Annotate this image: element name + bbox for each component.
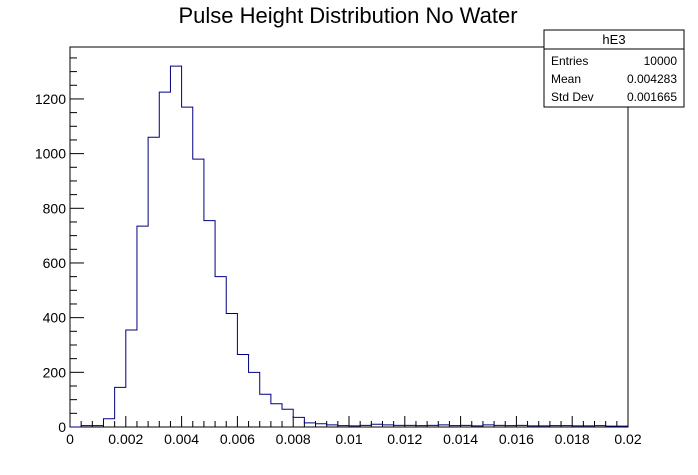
x-tick-label: 0.016 <box>499 431 534 447</box>
x-tick-label: 0.012 <box>387 431 422 447</box>
histogram-bin <box>193 159 204 427</box>
x-tick-label: 0.008 <box>276 431 311 447</box>
y-tick-label: 200 <box>43 364 67 380</box>
stats-box: hE3 Entries 10000 Mean 0.004283 Std Dev … <box>543 29 685 108</box>
axis-tick-labels: 0 0.002 0.004 0.006 0.008 0.01 0.012 0.014 0.016… <box>35 91 642 447</box>
stats-entries-value: 10000 <box>644 54 678 68</box>
histogram-bin <box>249 372 260 427</box>
histogram-bin <box>137 226 148 427</box>
x-tick-label: 0.002 <box>108 431 143 447</box>
x-tick-label: 0.006 <box>220 431 255 447</box>
histogram-bin <box>226 314 237 427</box>
y-tick-label: 1200 <box>35 91 66 107</box>
histogram-bin <box>126 330 137 427</box>
stats-mean-value: 0.004283 <box>627 72 677 86</box>
x-tick-label: 0.014 <box>443 431 478 447</box>
stats-entries-label: Entries <box>551 54 588 68</box>
histogram-bin <box>204 221 215 427</box>
x-tick-label: 0.018 <box>555 431 590 447</box>
stats-stddev-value: 0.001665 <box>627 90 677 104</box>
x-tick-label: 0.01 <box>335 431 362 447</box>
x-tick-label: 0.02 <box>614 431 641 447</box>
histogram-bin <box>271 404 282 427</box>
histogram-bin <box>182 107 193 427</box>
histogram-bin <box>293 417 304 427</box>
chart-title: Pulse Height Distribution No Water <box>178 3 517 28</box>
y-tick-label: 400 <box>43 310 67 326</box>
stats-mean-label: Mean <box>551 72 581 86</box>
stats-box-title: hE3 <box>602 32 625 47</box>
x-tick-label: 0 <box>66 431 74 447</box>
histogram-bin <box>170 66 181 427</box>
histogram-bin <box>282 409 293 427</box>
stats-box-frame <box>543 29 685 108</box>
histogram-bin <box>260 394 271 427</box>
histogram-bin <box>103 419 114 427</box>
y-tick-label: 800 <box>43 200 67 216</box>
histogram-series-line <box>70 65 628 428</box>
y-tick-label: 600 <box>43 255 67 271</box>
histogram-bin <box>148 137 159 427</box>
stats-stddev-label: Std Dev <box>551 90 594 104</box>
y-tick-label: 0 <box>58 419 66 435</box>
histogram-bin <box>115 387 126 427</box>
axis-ticks <box>69 57 629 428</box>
histogram-bin <box>215 277 226 427</box>
x-tick-label: 0.004 <box>164 431 199 447</box>
y-tick-label: 1000 <box>35 146 66 162</box>
histogram-bin <box>237 355 248 427</box>
histogram-bin <box>304 423 315 427</box>
histogram-bin <box>159 92 170 427</box>
